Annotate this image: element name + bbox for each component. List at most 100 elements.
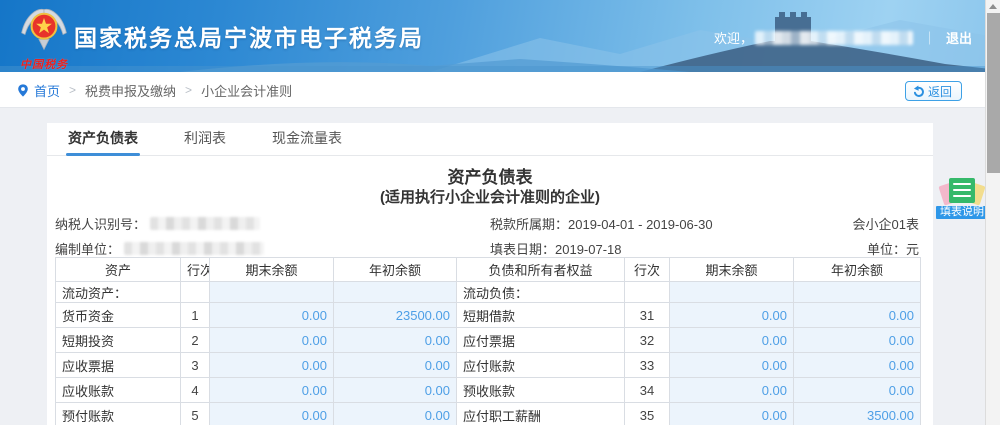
liability-ending-cell[interactable]: 0.00: [669, 402, 794, 425]
fill-guide-label: 填表说明: [936, 206, 988, 219]
col-header-liability: 负债和所有者权益: [456, 257, 625, 282]
scrollbar-thumb[interactable]: [987, 13, 1000, 173]
fill-date-value: 2019-07-18: [555, 242, 622, 257]
section-row: 流动资产： 流动负债：: [55, 281, 921, 303]
redacted-taxpayer-id: [150, 217, 261, 230]
liability-ending-cell[interactable]: 0.00: [669, 377, 794, 403]
liability-line-no: 32: [624, 327, 670, 353]
taxpayer-id-label: 纳税人识别号：: [55, 217, 147, 232]
breadcrumb: 首页 > 税费申报及缴纳 > 小企业会计准则: [16, 72, 292, 108]
col-header-beginning: 年初余额: [793, 257, 921, 282]
header-banner: 中国税务 国家税务总局宁波市电子税务局 欢迎， ｜ 退出: [0, 0, 1000, 72]
fill-date-label: 填表日期：: [490, 242, 556, 257]
separator: ｜: [922, 31, 936, 46]
asset-line-no: 2: [180, 327, 210, 353]
table-header-row: 资产 行次 期末余额 年初余额 负债和所有者权益 行次 期末余额 年初余额: [55, 257, 921, 282]
asset-ending-cell[interactable]: 0.00: [209, 352, 334, 378]
balance-sheet-table: 资产 行次 期末余额 年初余额 负债和所有者权益 行次 期末余额 年初余额 流动…: [55, 257, 921, 425]
liability-line-no: 31: [624, 302, 670, 328]
asset-beginning-cell[interactable]: 0.00: [333, 402, 457, 425]
meta-row-1: 纳税人识别号： 税款所属期：2019-04-01 - 2019-06-30 会小…: [47, 211, 933, 233]
breadcrumb-separator: >: [69, 83, 77, 97]
liability-ending-cell[interactable]: 0.00: [669, 327, 794, 353]
liability-name: 预收账款: [456, 377, 625, 403]
liability-name: 短期借款: [456, 302, 625, 328]
liability-beginning-cell[interactable]: 0.00: [793, 377, 921, 403]
liability-beginning-cell[interactable]: 0.00: [793, 352, 921, 378]
liability-line-no: 35: [624, 402, 670, 425]
form-code: 会小企01表: [852, 217, 919, 232]
back-button[interactable]: 返回: [904, 81, 962, 101]
section-current-liabilities: 流动负债：: [456, 281, 625, 303]
asset-name: 货币资金: [55, 302, 181, 328]
tab-income-statement[interactable]: 利润表: [184, 130, 226, 146]
col-header-asset: 资产: [55, 257, 181, 282]
form-subtitle: (适用执行小企业会计准则的企业): [380, 189, 600, 206]
breadcrumb-separator: >: [185, 83, 193, 97]
asset-line-no: 3: [180, 352, 210, 378]
table-row: 应收票据 3 0.00 0.00 应付账款 33 0.00 0.00: [55, 352, 921, 378]
asset-beginning-cell[interactable]: 0.00: [333, 327, 457, 353]
asset-beginning-cell[interactable]: 0.00: [333, 352, 457, 378]
site-title: 国家税务总局宁波市电子税务局: [74, 25, 424, 51]
col-header-ending: 期末余额: [209, 257, 334, 282]
tab-balance-sheet[interactable]: 资产负债表: [66, 123, 140, 156]
asset-ending-cell[interactable]: 0.00: [209, 327, 334, 353]
liability-beginning-cell[interactable]: 0.00: [793, 327, 921, 353]
unit-label: 单位：元: [866, 242, 919, 257]
asset-line-no: 4: [180, 377, 210, 403]
col-header-beginning: 年初余额: [333, 257, 457, 282]
prepared-by-label: 编制单位：: [55, 242, 121, 257]
tab-bar: 资产负债表 利润表 现金流量表: [47, 123, 933, 156]
redacted-username: [754, 30, 913, 45]
tax-period-value: 2019-04-01 - 2019-06-30: [568, 217, 713, 232]
liability-name: 应付票据: [456, 327, 625, 353]
breadcrumb-item-tax-filing[interactable]: 税费申报及缴纳: [85, 83, 177, 99]
asset-beginning-cell[interactable]: 23500.00: [333, 302, 457, 328]
content-card: 资产负债表 利润表 现金流量表 资产负债表 (适用执行小企业会计准则的企业) 纳…: [47, 123, 933, 425]
liability-beginning-cell[interactable]: 0.00: [793, 302, 921, 328]
emblem-icon: [21, 8, 67, 51]
logo-caption: 中国税务: [20, 59, 68, 71]
welcome-label: 欢迎，: [713, 31, 753, 46]
liability-ending-cell[interactable]: 0.00: [669, 302, 794, 328]
table-row: 短期投资 2 0.00 0.00 应付票据 32 0.00 0.00: [55, 327, 921, 353]
liability-line-no: 33: [624, 352, 670, 378]
tab-cash-flow[interactable]: 现金流量表: [272, 130, 342, 146]
undo-arrow-icon: [913, 84, 924, 97]
asset-line-no: 1: [180, 302, 210, 328]
asset-name: 预付账款: [55, 402, 181, 425]
asset-ending-cell[interactable]: 0.00: [209, 302, 334, 328]
breadcrumb-bar: 首页 > 税费申报及缴纳 > 小企业会计准则 返回: [0, 72, 1000, 108]
back-button-label: 返回: [927, 84, 952, 99]
form-title: 资产负债表: [447, 168, 533, 187]
scroll-up-arrow-icon[interactable]: [986, 0, 1000, 13]
asset-name: 应收票据: [55, 352, 181, 378]
table-row: 货币资金 1 0.00 23500.00 短期借款 31 0.00 0.00: [55, 302, 921, 328]
liability-name: 应付账款: [456, 352, 625, 378]
vertical-scrollbar: [985, 0, 1000, 425]
asset-name: 应收账款: [55, 377, 181, 403]
table-row: 预付账款 5 0.00 0.00 应付职工薪酬 35 0.00 3500.00: [55, 402, 921, 425]
asset-line-no: 5: [180, 402, 210, 425]
asset-ending-cell[interactable]: 0.00: [209, 402, 334, 425]
liability-ending-cell[interactable]: 0.00: [669, 352, 794, 378]
redacted-prepared-by: [124, 242, 265, 255]
breadcrumb-home[interactable]: 首页: [34, 83, 61, 99]
liability-name: 应付职工薪酬: [456, 402, 625, 425]
col-header-ending: 期末余额: [669, 257, 794, 282]
asset-beginning-cell[interactable]: 0.00: [333, 377, 457, 403]
asset-name: 短期投资: [55, 327, 181, 353]
section-current-assets: 流动资产：: [55, 281, 181, 303]
col-header-line: 行次: [180, 257, 210, 282]
breadcrumb-item-current: 小企业会计准则: [201, 83, 293, 99]
fill-guide-button[interactable]: 填表说明: [935, 178, 989, 219]
tax-bureau-logo: 中国税务: [18, 3, 70, 72]
liability-beginning-cell[interactable]: 3500.00: [793, 402, 921, 425]
logout-link[interactable]: 退出: [945, 31, 972, 46]
liability-line-no: 34: [624, 377, 670, 403]
asset-ending-cell[interactable]: 0.00: [209, 377, 334, 403]
col-header-line: 行次: [624, 257, 670, 282]
location-pin-icon: [18, 83, 28, 97]
